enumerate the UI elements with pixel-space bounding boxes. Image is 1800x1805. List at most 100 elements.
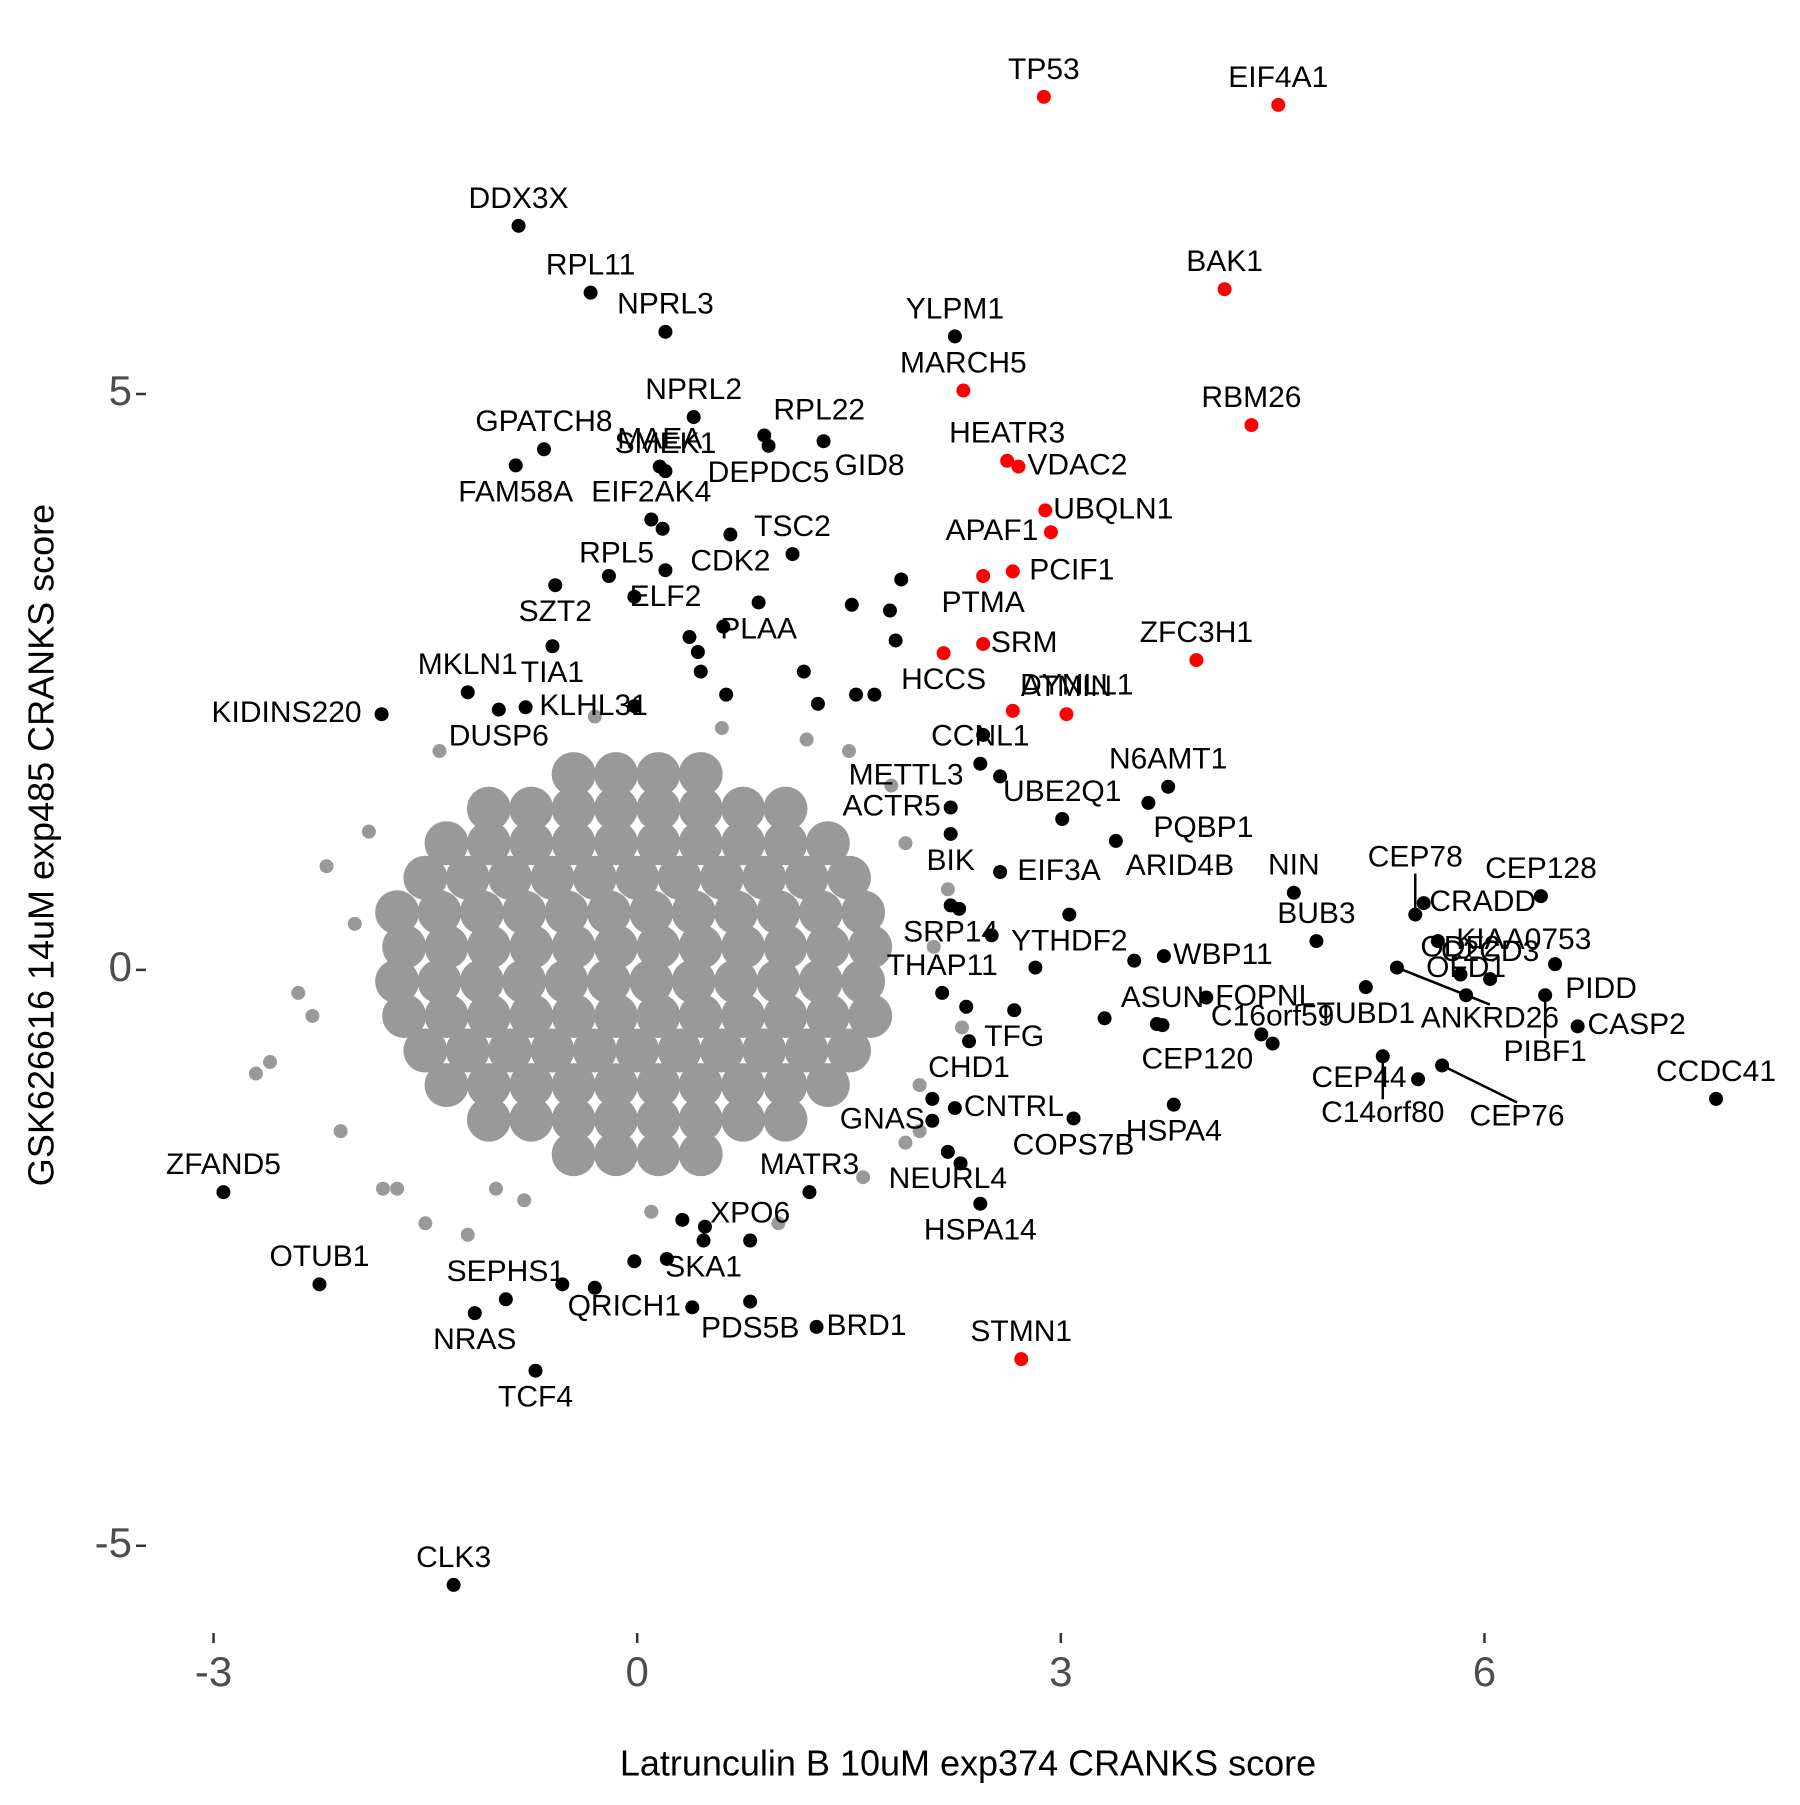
point <box>761 438 776 453</box>
x-tick-label: 6 <box>1473 1648 1496 1695</box>
point-label: CEP76 <box>1470 1099 1565 1132</box>
point <box>943 826 958 841</box>
point-label: SKA1 <box>665 1250 742 1283</box>
point <box>551 752 596 797</box>
point <box>390 1181 405 1196</box>
point <box>333 1124 348 1139</box>
point-label: MATR3 <box>760 1148 859 1181</box>
point <box>312 1277 327 1292</box>
point <box>466 1097 511 1142</box>
point <box>1097 1011 1112 1026</box>
point <box>548 578 563 593</box>
point-label: CEP78 <box>1368 841 1463 874</box>
point <box>678 924 723 969</box>
point-label: NEURL4 <box>889 1162 1007 1195</box>
point <box>742 855 787 900</box>
point-label: SEPHS1 <box>447 1255 565 1288</box>
point <box>799 732 814 747</box>
point <box>1062 907 1077 922</box>
point <box>805 993 850 1038</box>
point <box>742 1028 787 1073</box>
point <box>424 924 469 969</box>
point <box>751 595 766 610</box>
point <box>424 821 469 866</box>
x-tick-label: -3 <box>195 1648 232 1695</box>
point <box>376 1181 390 1196</box>
point-label: THAP11 <box>887 949 998 982</box>
point <box>763 821 808 866</box>
point <box>756 890 801 935</box>
point-label: CEP120 <box>1141 1042 1253 1075</box>
point <box>1189 653 1204 668</box>
point-label: HSPA4 <box>1126 1115 1222 1148</box>
point-label: C14orf80 <box>1321 1096 1444 1129</box>
point <box>545 639 560 654</box>
point-label: MAEA <box>617 422 702 455</box>
point <box>763 993 808 1038</box>
y-tick-label: 5 <box>109 367 132 414</box>
point <box>636 1132 681 1177</box>
point <box>848 924 893 969</box>
point <box>841 890 886 935</box>
point <box>1309 934 1324 949</box>
point <box>216 1185 231 1200</box>
point <box>716 619 731 634</box>
point <box>347 916 362 931</box>
point <box>530 855 575 900</box>
point-label: ZFC3H1 <box>1140 616 1253 649</box>
point <box>594 924 638 969</box>
point <box>678 1132 723 1177</box>
point <box>509 924 554 969</box>
point-label: ANKRD26 <box>1421 1002 1559 1035</box>
point <box>1043 525 1058 540</box>
point-label: GID8 <box>835 449 905 482</box>
point <box>685 1300 700 1315</box>
point <box>678 1063 723 1108</box>
point <box>827 855 871 900</box>
point-label: PIDD <box>1565 972 1637 1005</box>
point <box>594 993 638 1038</box>
point <box>594 1132 638 1177</box>
point <box>842 744 856 759</box>
point-label: YTHDF2 <box>1011 925 1128 958</box>
point <box>594 786 638 831</box>
point <box>1411 1072 1426 1087</box>
point-label: NPRL2 <box>645 373 742 406</box>
point-label: TP53 <box>1008 53 1080 86</box>
points <box>216 89 1724 1592</box>
point-label: KIAA0753 <box>1456 923 1591 956</box>
point <box>973 1196 988 1211</box>
point <box>993 864 1008 879</box>
point-label: BIK <box>926 844 974 877</box>
point-label: KLHL31 <box>539 689 647 722</box>
y-tick-label: -5 <box>95 1519 132 1566</box>
point <box>1533 889 1548 904</box>
point <box>551 993 596 1038</box>
point-label: TSC2 <box>754 510 831 543</box>
point <box>644 1204 659 1219</box>
point <box>798 890 843 935</box>
point <box>827 1028 871 1073</box>
point <box>518 700 533 715</box>
point-label: UBE2Q1 <box>1003 775 1121 808</box>
point-label: COPS7B <box>1013 1128 1135 1161</box>
point <box>528 1363 543 1378</box>
point <box>763 1097 808 1142</box>
point-label: VDAC2 <box>1027 448 1127 481</box>
point-label: STMN1 <box>970 1315 1072 1348</box>
point <box>714 959 759 1004</box>
point <box>466 993 511 1038</box>
point <box>849 687 864 702</box>
point <box>686 410 701 425</box>
point <box>629 959 674 1004</box>
point <box>488 1028 533 1073</box>
point <box>424 993 469 1038</box>
point <box>699 1028 744 1073</box>
point-label: CEP44 <box>1312 1061 1407 1094</box>
point <box>1141 795 1156 810</box>
point <box>374 707 389 722</box>
point <box>551 1097 596 1142</box>
point <box>659 1251 674 1266</box>
point <box>594 1097 638 1142</box>
point <box>973 756 988 771</box>
